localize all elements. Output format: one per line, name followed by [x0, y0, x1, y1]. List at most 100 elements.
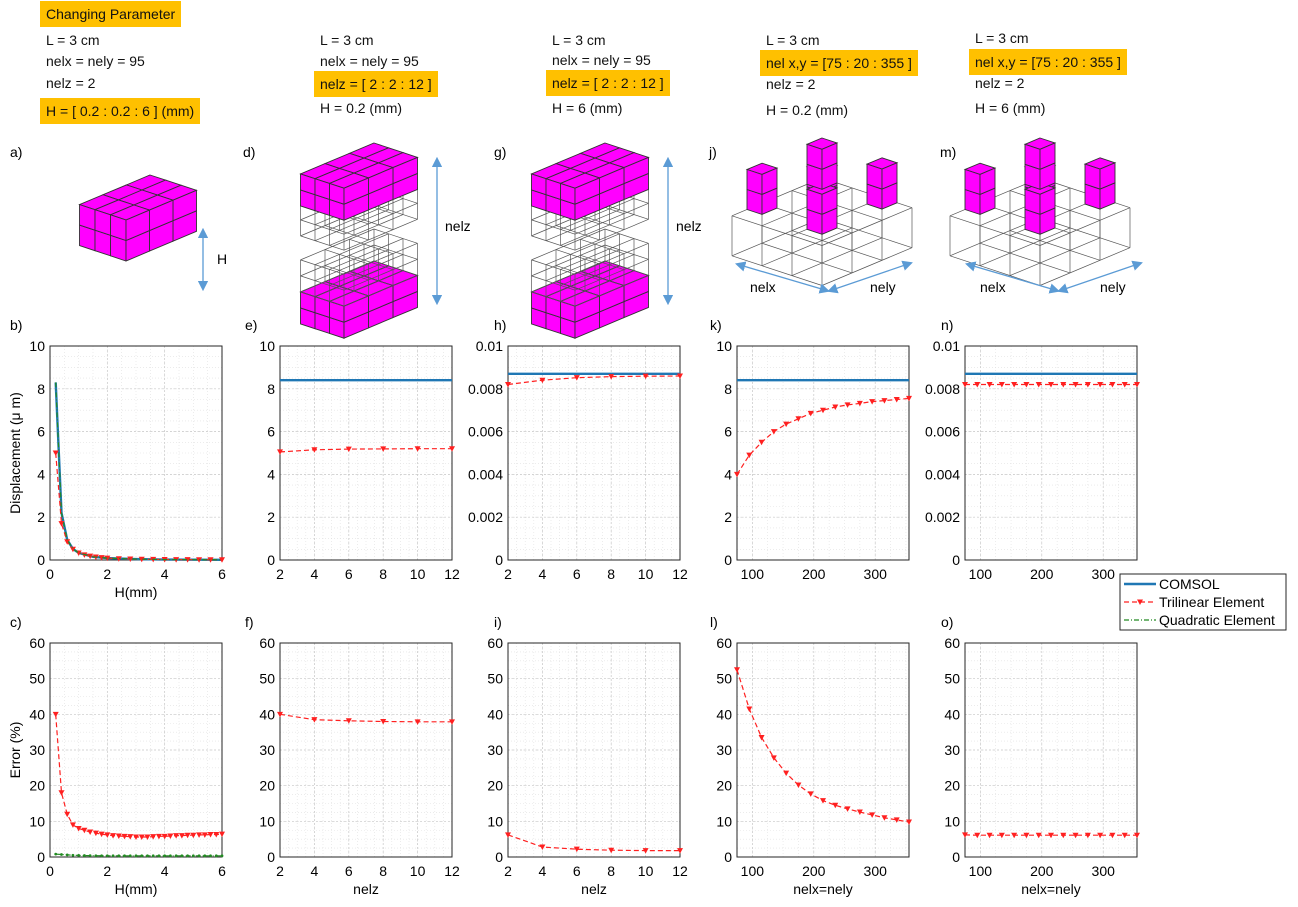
y-tick-label: 0.01	[476, 338, 503, 354]
x-tick-label: 4	[161, 863, 169, 879]
y-axis-label: Displacement (μ m)	[7, 392, 23, 514]
y-tick-label: 10	[259, 813, 275, 829]
data-point	[180, 854, 183, 857]
plot-frame	[508, 346, 680, 560]
data-point	[221, 854, 224, 857]
x-tick-label: 2	[504, 863, 512, 879]
y-tick-label: 30	[487, 742, 503, 758]
x-tick-label: 4	[311, 863, 319, 879]
y-tick-label: 4	[724, 466, 732, 482]
y-tick-label: 20	[487, 778, 503, 794]
y-tick-label: 20	[259, 778, 275, 794]
data-point	[54, 853, 57, 856]
x-axis-label: H(mm)	[115, 584, 158, 600]
data-point	[539, 845, 545, 851]
x-tick-label: 12	[672, 566, 688, 582]
chart-o: o)0102030405060100 200 300nelx=nely	[941, 614, 1140, 897]
y-tick-label: 60	[716, 635, 732, 651]
x-tick-label: 6	[218, 863, 226, 879]
y-tick-label: 40	[716, 706, 732, 722]
data-point	[58, 790, 64, 796]
panel-label: l)	[710, 614, 718, 630]
x-tick-label: 200	[802, 863, 826, 879]
x-tick-label: 300	[864, 566, 888, 582]
x-tick-label: 12	[672, 863, 688, 879]
data-point	[795, 782, 801, 788]
data-point	[198, 854, 201, 857]
series-line-trilinear-element	[508, 376, 680, 385]
y-tick-label: 50	[29, 671, 45, 687]
y-tick-label: 10	[944, 813, 960, 829]
data-point	[771, 429, 777, 435]
panel-label: o)	[941, 614, 953, 630]
x-tick-label: 200	[1030, 566, 1054, 582]
x-tick-label: 6	[573, 566, 581, 582]
y-tick-label: 0	[267, 849, 275, 865]
y-tick-label: 2	[724, 509, 732, 525]
y-tick-label: 0.006	[468, 424, 503, 440]
chart-h: h) 0 0.002 0.004 0.006 0.008 0.01 2 4 6 8 10 12	[468, 317, 688, 582]
x-tick-label: 4	[539, 566, 547, 582]
panel-label: f)	[245, 614, 254, 630]
panel-label: i)	[494, 614, 502, 630]
y-tick-label: 10	[716, 338, 732, 354]
data-point	[734, 667, 740, 673]
y-tick-label: 60	[944, 635, 960, 651]
y-tick-label: 0	[952, 849, 960, 865]
chart-f: f)01020304050602 4 6 8 10 12nelz	[245, 614, 460, 897]
y-tick-label: 60	[29, 635, 45, 651]
data-point	[123, 854, 126, 857]
series-line-quadratic-element	[56, 382, 222, 559]
x-axis-label: nelx=nely	[793, 881, 853, 897]
x-tick-label: 8	[607, 863, 615, 879]
x-tick-label: 0	[46, 566, 54, 582]
x-tick-label: 300	[864, 863, 888, 879]
y-tick-label: 60	[259, 635, 275, 651]
y-tick-label: 10	[259, 338, 275, 354]
x-axis-label: H(mm)	[115, 881, 158, 897]
series-line-trilinear-element	[508, 835, 680, 851]
data-point	[169, 854, 172, 857]
data-point	[219, 832, 225, 838]
panel-label: k)	[710, 317, 722, 333]
data-point	[70, 822, 76, 828]
x-tick-label: 4	[311, 566, 319, 582]
panel-label: n)	[941, 317, 953, 333]
data-point	[906, 820, 912, 826]
y-tick-label: 0.004	[925, 466, 960, 482]
data-point	[746, 706, 752, 712]
panel-label: c)	[10, 614, 22, 630]
y-tick-label: 0.002	[925, 509, 960, 525]
x-tick-label: 2	[276, 863, 284, 879]
data-point	[186, 854, 189, 857]
y-tick-label: 10	[716, 813, 732, 829]
data-point	[869, 812, 875, 818]
data-point	[759, 440, 765, 446]
data-point	[129, 854, 132, 857]
data-point	[175, 854, 178, 857]
x-tick-label: 10	[410, 863, 426, 879]
data-point	[192, 854, 195, 857]
y-tick-label: 6	[267, 424, 275, 440]
panel-label: h)	[494, 317, 506, 333]
data-point	[77, 854, 80, 857]
x-tick-label: 6	[573, 863, 581, 879]
x-tick-label: 12	[444, 863, 460, 879]
y-tick-label: 30	[29, 742, 45, 758]
x-tick-label: 100	[969, 566, 993, 582]
y-tick-label: 60	[487, 635, 503, 651]
data-point	[94, 854, 97, 857]
x-tick-label: 300	[1092, 566, 1116, 582]
y-tick-label: 4	[267, 466, 275, 482]
data-point	[66, 853, 69, 856]
y-tick-label: 0	[495, 849, 503, 865]
data-point	[64, 812, 70, 818]
chart-l: l)0102030405060100 200 300nelx=nely	[710, 614, 912, 897]
series-line-comsol	[56, 382, 222, 559]
y-tick-label: 40	[259, 706, 275, 722]
legend-label: COMSOL	[1159, 576, 1220, 592]
data-point	[734, 472, 740, 478]
chart-b: b)02468100 2 4 6H(mm)Displacement (μ m)	[7, 317, 226, 600]
y-tick-label: 40	[29, 706, 45, 722]
y-tick-label: 10	[487, 813, 503, 829]
